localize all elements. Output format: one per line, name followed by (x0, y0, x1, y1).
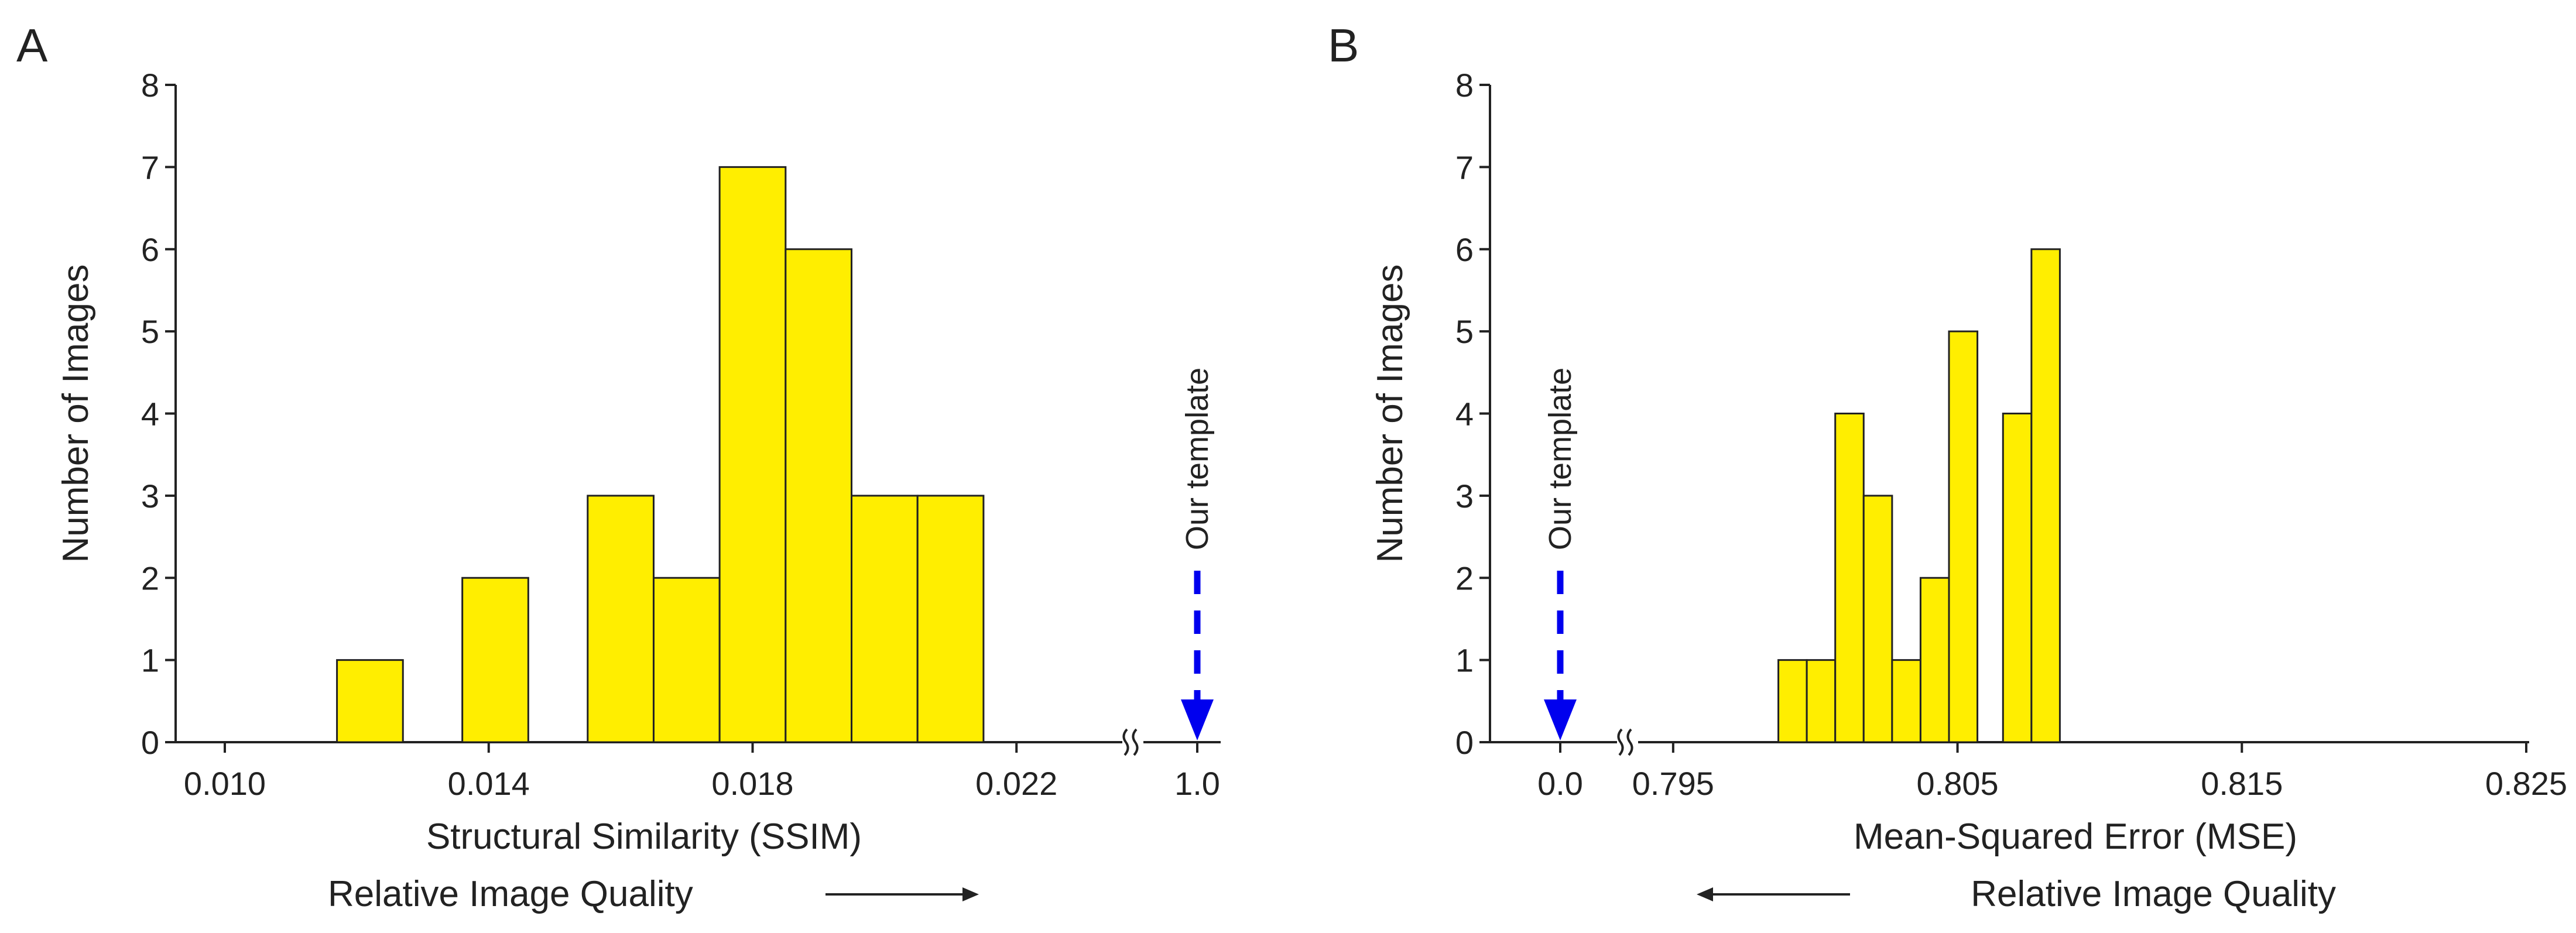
histogram-bar (916, 495, 985, 743)
histogram-bar (461, 577, 529, 743)
y-tick-label: 7 (141, 149, 159, 186)
histogram-bar (1806, 659, 1837, 743)
y-tick-label: 6 (141, 231, 159, 268)
y-tick-label: 8 (141, 67, 159, 104)
x-tick-label: 0.010 (184, 765, 266, 802)
axis-break-mark (1626, 728, 1633, 756)
y-axis-title: Number of Images (56, 265, 96, 563)
axis-break-mark (1122, 728, 1129, 756)
panel-b: B 0 1 2 3 4 5 6 7 8 Number of Images 0.795 0.805 0.81… (1328, 19, 2567, 914)
histogram-bar (1862, 495, 1893, 743)
quality-arrow-head (962, 887, 979, 901)
template-arrow-head (1181, 699, 1214, 740)
x-tick-label: 0.805 (1917, 765, 1999, 802)
y-tick-label: 4 (1455, 396, 1474, 433)
x-axis-title: Mean-Squared Error (MSE) (1854, 817, 2297, 857)
histogram-bar (2002, 413, 2033, 743)
y-axis-title: Number of Images (1370, 265, 1410, 563)
x-tick-label: 0.815 (2201, 765, 2283, 802)
histogram-bar (785, 248, 853, 743)
template-label: Our template (1543, 368, 1578, 550)
x-tick-label: 0.795 (1632, 765, 1714, 802)
y-tick-label: 8 (1455, 67, 1474, 104)
y-tick-label: 3 (1455, 478, 1474, 514)
template-x-tick-label: 0.0 (1537, 765, 1583, 802)
histogram-bar (1919, 577, 1950, 743)
panel-label: A (16, 19, 48, 71)
x-axis-title: Structural Similarity (SSIM) (426, 817, 862, 857)
y-tick-label: 2 (1455, 560, 1474, 596)
histogram-bar (587, 495, 655, 743)
y-tick-label: 5 (1455, 313, 1474, 350)
template-arrow-head (1544, 699, 1577, 740)
y-tick-label: 5 (141, 313, 159, 350)
quality-note: Relative Image Quality (328, 874, 693, 914)
y-tick-label: 4 (141, 396, 159, 433)
axis-break-mark (1132, 728, 1139, 756)
y-tick-label: 2 (141, 560, 159, 596)
y-tick-label: 3 (141, 478, 159, 514)
quality-note: Relative Image Quality (1971, 874, 2336, 914)
y-tick-label: 0 (141, 724, 159, 761)
quality-arrow-head (1697, 887, 1713, 901)
template-label: Our template (1180, 368, 1215, 550)
x-tick-label: 0.022 (975, 765, 1057, 802)
histogram-bar (851, 495, 919, 743)
histogram-bar (2030, 248, 2061, 743)
x-tick-label: 0.014 (448, 765, 530, 802)
histogram-bar (1948, 330, 1979, 743)
histogram-bar (1777, 659, 1808, 743)
histogram-bar (1891, 659, 1921, 743)
panel-label: B (1328, 19, 1359, 71)
template-x-tick-label: 1.0 (1174, 765, 1220, 802)
y-tick-label: 0 (1455, 724, 1474, 761)
y-tick-label: 6 (1455, 231, 1474, 268)
x-tick-label: 0.018 (711, 765, 793, 802)
histogram-bar (718, 166, 787, 743)
y-tick-label: 7 (1455, 149, 1474, 186)
x-tick-label: 0.825 (2485, 765, 2567, 802)
histogram-bar (652, 577, 721, 743)
panel-a: A 0 1 2 3 4 5 6 7 8 Number of Images 0.010 0.014 0.01… (16, 19, 1221, 914)
y-tick-label: 1 (141, 642, 159, 679)
histogram-bar (336, 659, 404, 743)
histogram-bar (1834, 413, 1865, 743)
axis-break-mark (1617, 728, 1624, 756)
y-tick-label: 1 (1455, 642, 1474, 679)
